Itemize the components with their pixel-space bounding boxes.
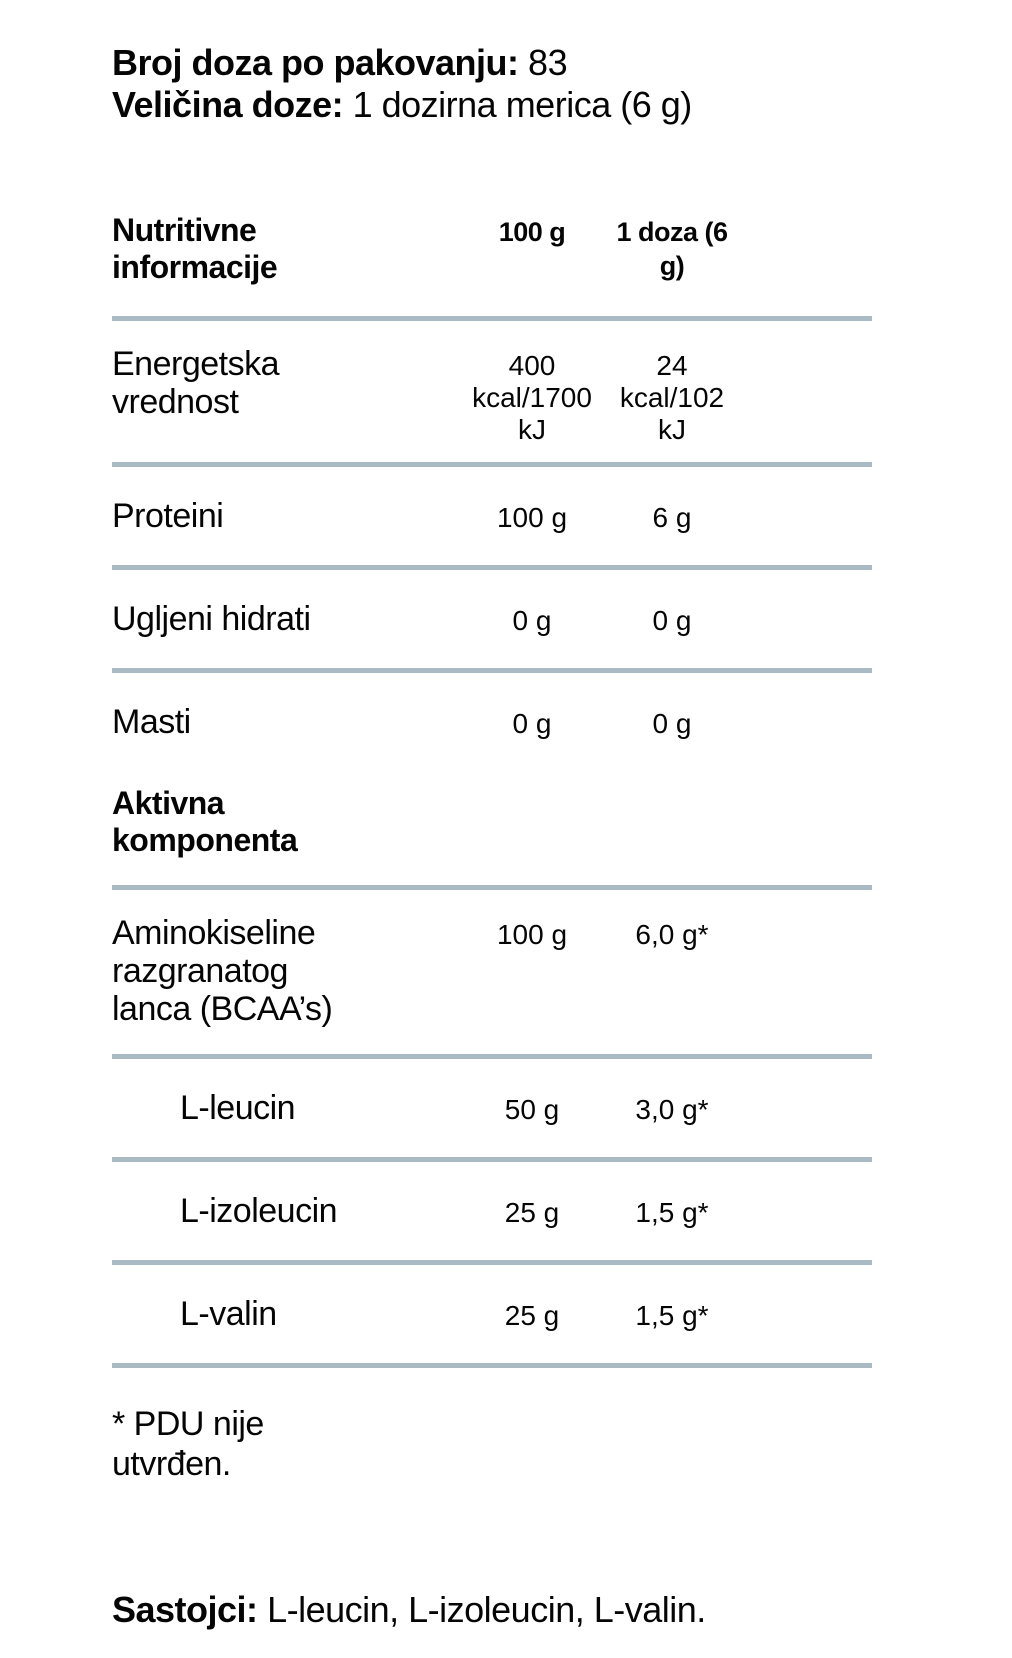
row-divider: [112, 1054, 872, 1059]
row-label: L-izoleucin: [180, 1192, 338, 1230]
row-divider: [112, 1363, 872, 1368]
serving-size-value: 1 dozirna merica (6 g): [352, 84, 693, 125]
row-label: Masti: [112, 703, 191, 741]
table-header-row: Nutritivne informacije 100 g 1 doza (6 g…: [112, 212, 872, 286]
row-value-per-dose: 3,0 g*: [635, 1094, 709, 1125]
row-label: Ugljeni hidrati: [112, 600, 311, 638]
ingredients-value: L-leucin, L-izoleucin, L-valin.: [267, 1589, 706, 1630]
row-value-per-100g: 50 g: [504, 1094, 560, 1125]
row-label: L-valin: [180, 1295, 277, 1333]
pdu-footnote: * PDU nije utvrđen.: [112, 1405, 264, 1483]
ingredients-label: Sastojci:: [112, 1589, 258, 1630]
row-label: Proteini: [112, 497, 224, 535]
servings-per-pack-label: Broj doza po pakovanju:: [112, 42, 519, 83]
row-label: Aminokiseline razgranatog lanca (BCAA’s): [112, 914, 333, 1028]
row-value-per-100g: 100 g: [496, 502, 568, 533]
table-row-protein: Proteini 100 g 6 g: [112, 467, 872, 565]
row-value-per-100g: 400 kcal/1700 kJ: [472, 350, 592, 445]
row-value-per-dose: 0 g: [652, 708, 692, 739]
table-row-fat: Masti 0 g 0 g: [112, 673, 872, 771]
header-per-100g: 100 g: [498, 217, 566, 247]
row-label: Energetska vrednost: [112, 345, 280, 421]
row-value-per-dose: 24 kcal/102 kJ: [619, 350, 725, 445]
servings-per-pack-value: 83: [528, 42, 568, 83]
header-nutrition-info: Nutritivne informacije: [112, 212, 278, 285]
row-divider: [112, 316, 872, 321]
row-value-per-dose: 0 g: [652, 605, 692, 636]
table-row-valine: L-valin 25 g 1,5 g*: [112, 1265, 872, 1363]
row-value-per-dose: 6,0 g*: [635, 919, 709, 950]
header-per-dose: 1 doza (6 g): [616, 217, 728, 281]
servings-per-pack: Broj doza po pakovanju: 83: [112, 42, 872, 84]
serving-size: Veličina doze: 1 dozirna merica (6 g): [112, 84, 872, 126]
table-row-energy: Energetska vrednost 400 kcal/1700 kJ 24 …: [112, 321, 872, 462]
row-value-per-100g: 25 g: [504, 1197, 560, 1228]
row-value-per-100g: 25 g: [504, 1300, 560, 1331]
serving-size-label: Veličina doze:: [112, 84, 344, 125]
row-value-per-100g: 0 g: [512, 708, 552, 739]
ingredients-line: Sastojci: L-leucin, L-izoleucin, L-valin…: [112, 1588, 872, 1632]
row-divider: [112, 1260, 872, 1265]
section-header-active-component: Aktivna komponenta: [112, 785, 298, 858]
serving-info: Broj doza po pakovanju: 83 Veličina doze…: [112, 42, 872, 126]
row-divider: [112, 1157, 872, 1162]
table-row-bcaa: Aminokiseline razgranatog lanca (BCAA’s)…: [112, 890, 872, 1054]
table-row-isoleucine: L-izoleucin 25 g 1,5 g*: [112, 1162, 872, 1260]
table-row-carbs: Ugljeni hidrati 0 g 0 g: [112, 570, 872, 668]
row-value-per-dose: 1,5 g*: [635, 1197, 709, 1228]
row-label: L-leucin: [180, 1089, 296, 1127]
row-value-per-100g: 0 g: [512, 605, 552, 636]
row-value-per-dose: 1,5 g*: [635, 1300, 709, 1331]
nutrition-table: Nutritivne informacije 100 g 1 doza (6 g…: [112, 212, 872, 1368]
row-divider: [112, 462, 872, 467]
table-row-leucine: L-leucin 50 g 3,0 g*: [112, 1059, 872, 1157]
row-value-per-100g: 100 g: [496, 919, 568, 950]
row-divider: [112, 885, 872, 890]
row-divider: [112, 565, 872, 570]
row-value-per-dose: 6 g: [652, 502, 692, 533]
row-divider: [112, 668, 872, 673]
